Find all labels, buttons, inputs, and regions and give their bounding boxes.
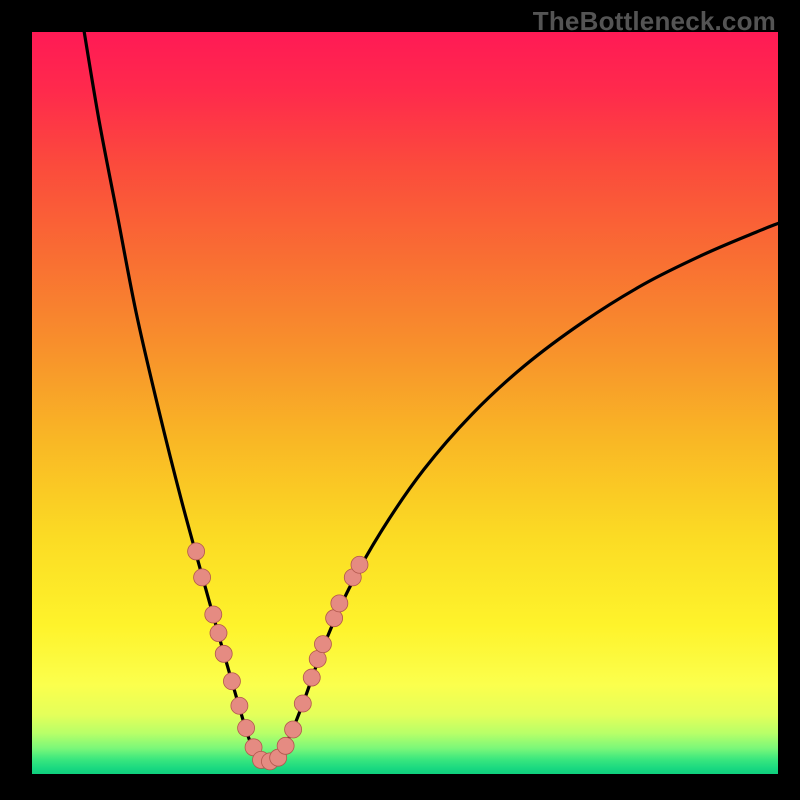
data-dot [285,721,302,738]
data-dot [188,543,205,560]
plot-area [32,32,778,774]
data-dot [314,636,331,653]
data-dot [210,625,227,642]
data-dot [231,697,248,714]
data-dot [238,719,255,736]
data-dot [303,669,320,686]
data-dot [326,610,343,627]
data-dot [331,595,348,612]
data-dot [351,556,368,573]
data-dot [277,737,294,754]
data-dot [205,606,222,623]
watermark-text: TheBottleneck.com [533,6,776,37]
figure-container: TheBottleneck.com [0,0,800,800]
data-dot [309,650,326,667]
data-dot [194,569,211,586]
data-dot [215,645,232,662]
data-dot [294,695,311,712]
gradient-background [32,32,778,774]
plot-svg [32,32,778,774]
data-dot [223,673,240,690]
